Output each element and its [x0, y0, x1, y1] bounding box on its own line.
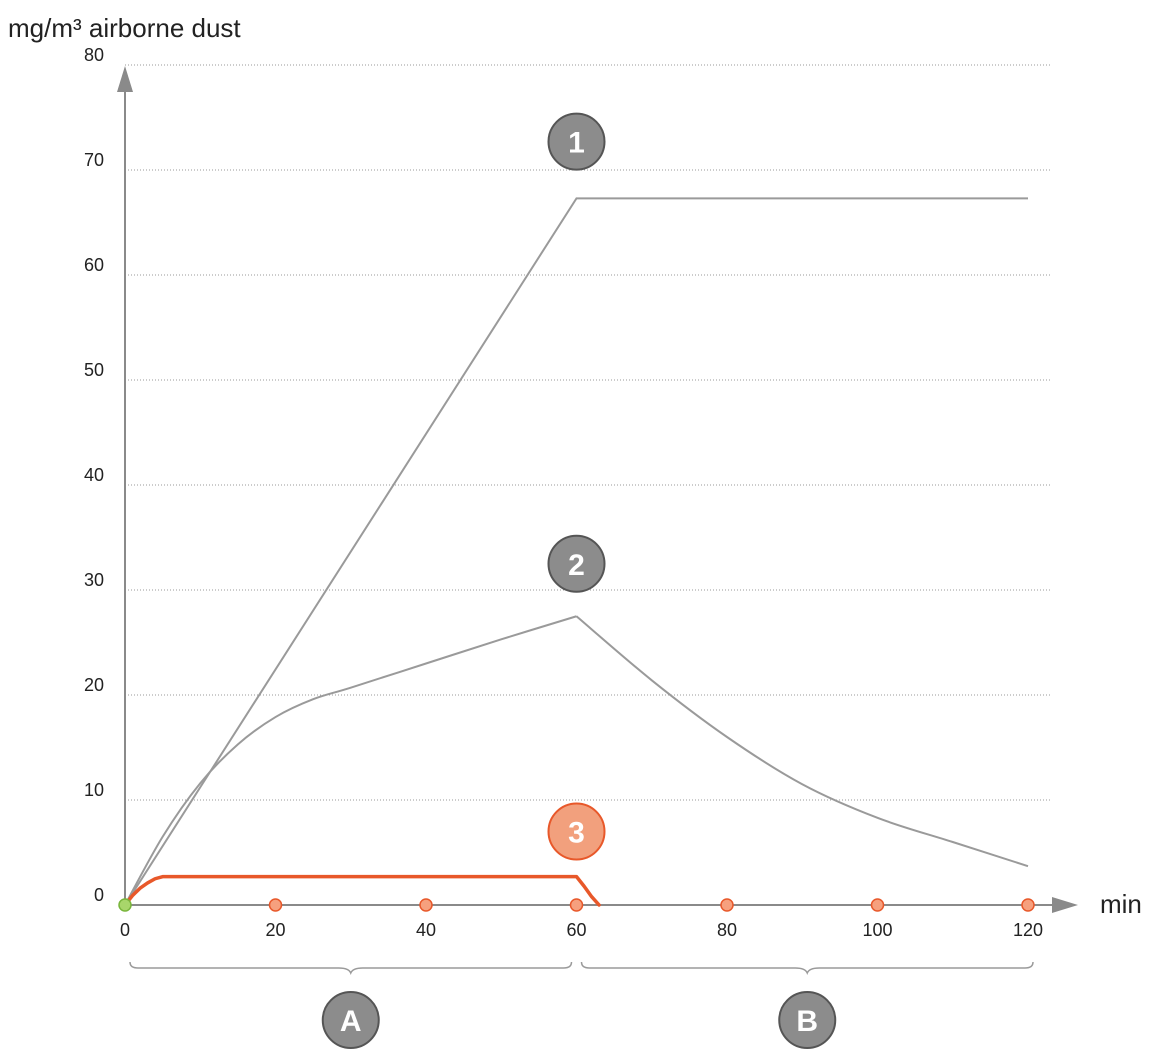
y-tick-label: 80: [84, 45, 104, 65]
badge-circle: [778, 991, 837, 1049]
x-axis-marker: [870, 898, 885, 912]
x-tick-label: 0: [120, 920, 130, 940]
phase-badge-A: A: [321, 991, 380, 1049]
badge-circle: [321, 991, 380, 1049]
x-axis-marker: [118, 898, 132, 912]
badge-circle: [547, 112, 606, 171]
phase-brace-A: [129, 961, 573, 976]
y-axis-title: mg/m³ airborne dust: [8, 13, 241, 43]
y-tick-label: 10: [84, 780, 104, 800]
x-axis-marker: [1021, 898, 1035, 912]
x-tick-label: 20: [265, 920, 285, 940]
x-axis-title: min: [1100, 889, 1142, 919]
x-tick-label: 60: [566, 920, 586, 940]
series-badge-3: 3: [547, 802, 606, 861]
series-badges: 1 2 3: [547, 112, 606, 861]
series-badge-2: 2: [547, 534, 606, 593]
y-tick-label: 30: [84, 570, 104, 590]
y-tick-label: 70: [84, 150, 104, 170]
badge-circle: [547, 802, 606, 861]
series-2-line: [124, 615, 1029, 906]
phase-brace-B: [580, 961, 1034, 976]
y-tick-label: 20: [84, 675, 104, 695]
series-3-line: [123, 874, 601, 907]
x-tick-label: 120: [1013, 920, 1043, 940]
x-tick-label: 100: [862, 920, 892, 940]
badge-label: 1: [568, 127, 585, 160]
y-tick-label: 40: [84, 465, 104, 485]
series: [123, 197, 1029, 907]
y-axis-arrow: [117, 66, 133, 92]
badge-label: 2: [568, 549, 585, 582]
y-tick-label: 60: [84, 255, 104, 275]
grid-lines: [125, 64, 1052, 801]
y-tick-label: 0: [94, 885, 104, 905]
x-axis-marker: [268, 898, 283, 912]
badge-label: A: [340, 1005, 362, 1038]
x-axis-marker: [419, 898, 433, 912]
series-1-line: [124, 197, 1028, 906]
badge-label: B: [796, 1005, 818, 1038]
phase-badge-B: B: [778, 991, 837, 1049]
badge-label: 3: [568, 817, 585, 850]
series-badge-1: 1: [547, 112, 606, 171]
axes: [117, 66, 1078, 913]
y-tick-label: 50: [84, 360, 104, 380]
x-axis-marker: [720, 898, 734, 912]
x-axis-arrow: [1052, 897, 1078, 913]
badge-circle: [547, 534, 606, 593]
x-axis-marker: [569, 898, 584, 912]
x-tick-label: 80: [717, 920, 737, 940]
x-tick-label: 40: [416, 920, 436, 940]
tick-labels: 0 10 20 30 40 50 60 70 80 0 20 40 60 80 100 120: [84, 45, 1043, 940]
markers: [118, 898, 1035, 912]
